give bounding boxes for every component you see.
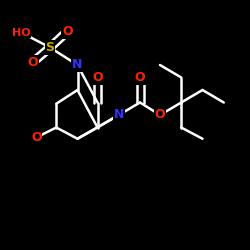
Text: N: N [114,108,124,122]
Text: O: O [27,56,38,69]
Text: O: O [155,108,165,122]
Text: O: O [31,131,42,144]
Text: N: N [72,58,83,71]
Text: HO: HO [12,28,30,38]
Text: O: O [135,71,145,84]
Text: O: O [92,71,103,84]
Text: O: O [62,25,73,38]
Text: S: S [46,41,54,54]
